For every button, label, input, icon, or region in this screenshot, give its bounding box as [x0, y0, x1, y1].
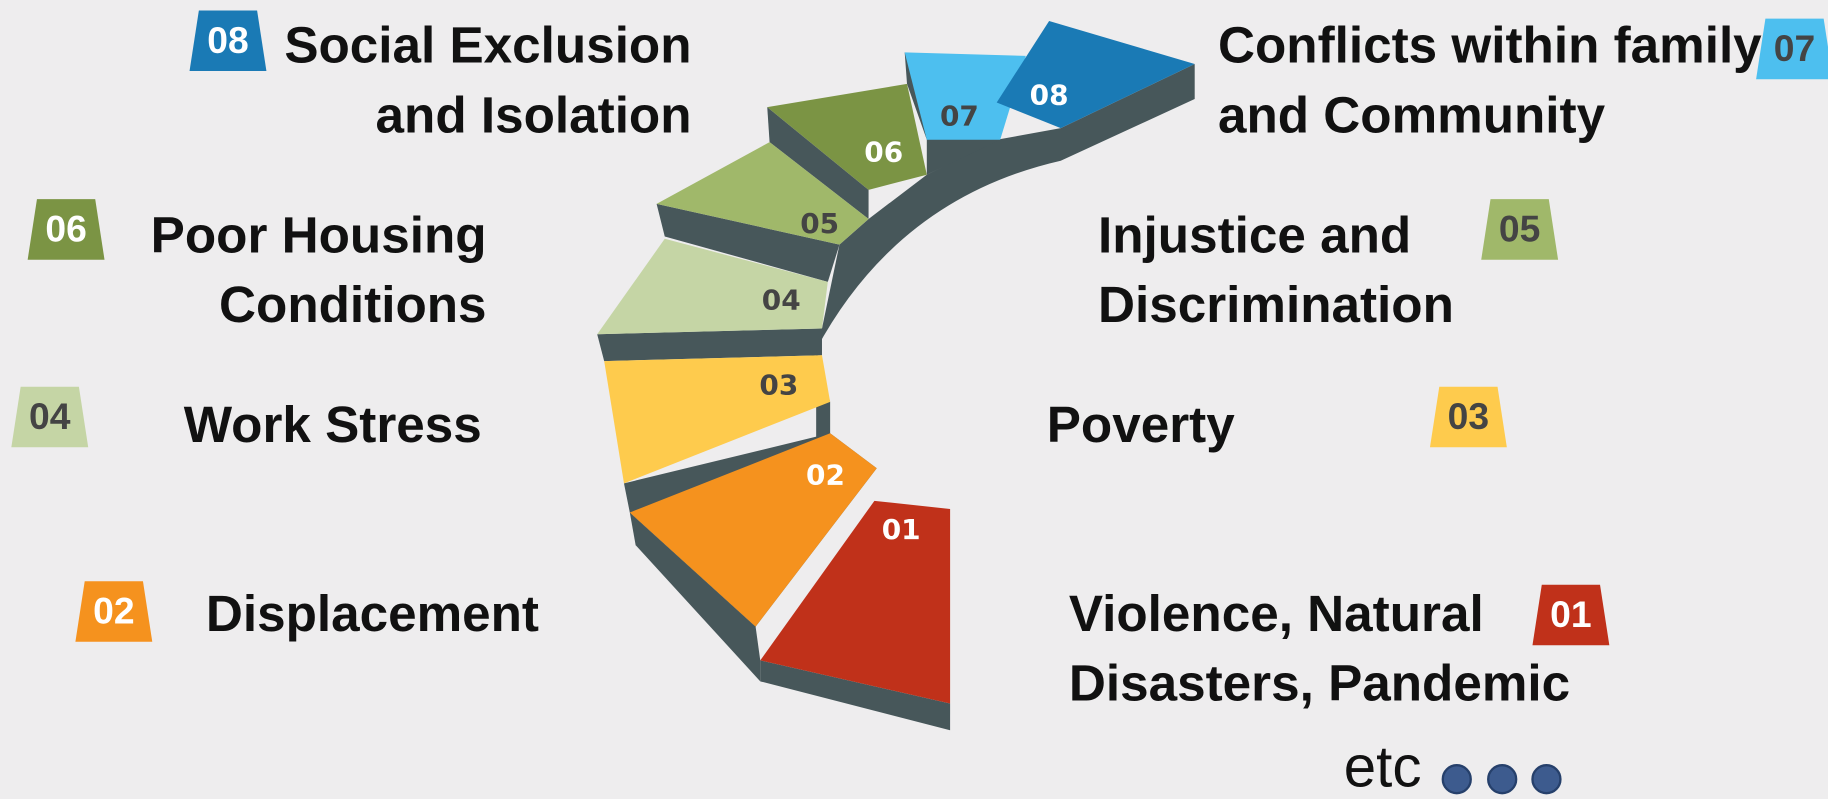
page: {"items":[ {"number":"01","label":["Viol…	[0, 0, 1828, 799]
badge-number: 05	[1499, 208, 1540, 250]
item-label: Violence, Natural	[1069, 585, 1484, 642]
item-label: and Community	[1218, 86, 1606, 143]
item-label: Injustice and	[1098, 206, 1411, 263]
badge-number: 01	[1550, 593, 1591, 635]
item-label: Conditions	[219, 276, 487, 333]
item-label: Social Exclusion	[284, 16, 691, 73]
step-number: 02	[806, 458, 845, 491]
badge-number: 07	[1774, 27, 1815, 69]
step-number: 05	[800, 207, 839, 240]
item-label: Conflicts within family	[1218, 16, 1762, 73]
step-number: 06	[864, 136, 903, 169]
badge-number: 06	[45, 208, 86, 250]
item-label: Poverty	[1047, 396, 1235, 453]
step-number: 01	[882, 513, 921, 546]
step-number: 08	[1030, 79, 1069, 112]
item-label: Displacement	[206, 585, 539, 642]
step-number: 03	[759, 369, 798, 402]
badge-number: 04	[29, 395, 71, 437]
badge-number: 02	[93, 590, 134, 632]
badge-number: 03	[1448, 395, 1489, 437]
item-label: Work Stress	[184, 396, 482, 453]
item-label: Discrimination	[1098, 276, 1454, 333]
item-label: Poor Housing	[151, 206, 487, 263]
item-label: and Isolation	[376, 86, 692, 143]
footer-text: etc	[1344, 734, 1422, 799]
step-number: 07	[940, 100, 979, 133]
diagram: 01 02 03 04 05 06 07 08 01 Violence, Natural Disa…	[0, 0, 1828, 799]
step-number: 04	[762, 284, 801, 317]
item-label: Disasters, Pandemic	[1069, 655, 1570, 712]
dots	[1443, 765, 1561, 793]
badge-number: 08	[207, 19, 248, 61]
